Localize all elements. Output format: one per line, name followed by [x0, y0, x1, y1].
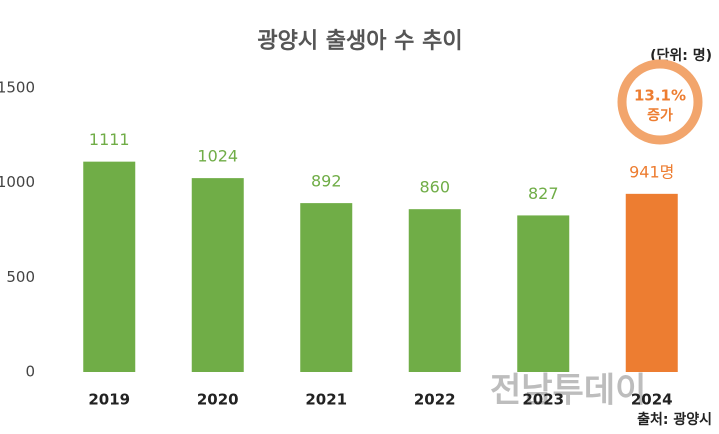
chart-title: 광양시 출생아 수 추이: [257, 29, 462, 54]
bar: [191, 178, 244, 372]
x-tick-label: 2020: [197, 391, 239, 409]
source: 출처: 광양시: [637, 411, 712, 428]
x-tick-label: 2021: [305, 391, 347, 409]
value-label: 827: [528, 184, 559, 203]
x-tick-label: 2019: [88, 391, 130, 409]
y-tick-label: 1000: [0, 173, 35, 191]
value-label: 860: [419, 178, 450, 197]
y-tick-label: 1500: [0, 79, 35, 97]
x-tick-label: 2024: [631, 391, 673, 409]
unit-note: (단위: 명): [650, 47, 712, 64]
annotation-circle: [617, 59, 703, 145]
x-tick-label: 2023: [522, 391, 564, 409]
annotation-value: 13.1%: [634, 87, 686, 105]
x-tick-label: 2022: [414, 391, 456, 409]
value-label: 941명: [629, 162, 674, 181]
value-label: 892: [311, 172, 342, 191]
y-tick-label: 0: [25, 363, 35, 381]
y-tick-label: 500: [6, 268, 35, 286]
value-label: 1024: [197, 147, 238, 166]
bar: [408, 209, 461, 372]
bar: [83, 161, 136, 372]
annotation-text: 증가: [647, 108, 673, 124]
bar: [300, 203, 353, 372]
bar: [625, 193, 678, 372]
watermark: 전남투데이: [490, 371, 646, 411]
bar: [517, 215, 570, 372]
value-label: 1111: [89, 130, 130, 149]
